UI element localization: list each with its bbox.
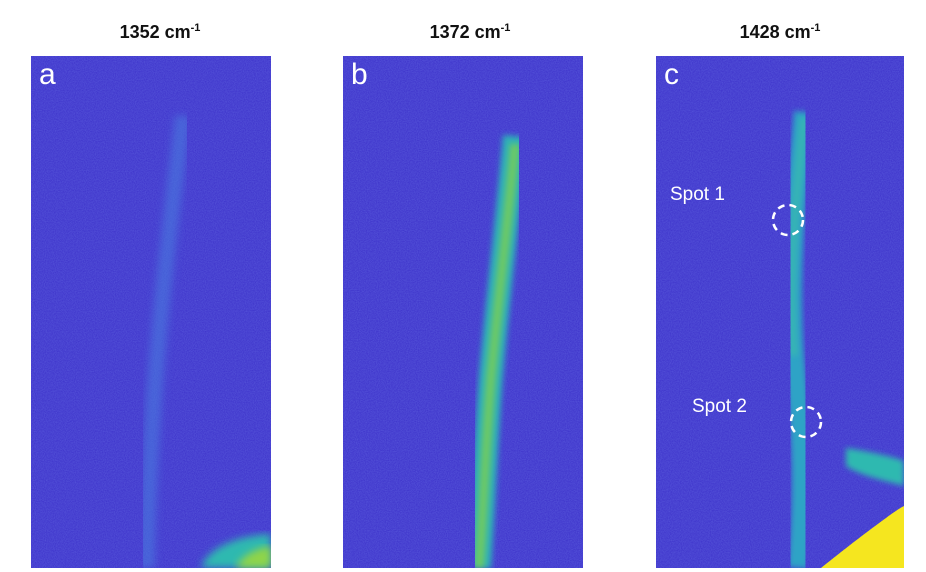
spot-2-label: Spot 2 xyxy=(692,396,747,417)
panel-b-letter: b xyxy=(351,58,368,91)
panel-b-title-superscript: -1 xyxy=(500,22,511,34)
saturated-corner xyxy=(821,506,904,568)
spot-1-circle xyxy=(771,203,805,237)
panel-a-title-superscript: -1 xyxy=(190,22,201,34)
panel-a-image: a xyxy=(31,56,271,568)
fiber-dim xyxy=(139,115,191,568)
panel-a-title-text: 1352 cm xyxy=(119,22,191,42)
panel-a-heatmap xyxy=(31,56,271,568)
panel-c-title-superscript: -1 xyxy=(810,22,821,34)
spot-2-circle xyxy=(789,405,823,439)
panel-b-image: b xyxy=(343,56,583,568)
side-glow-c xyxy=(846,448,904,486)
fiber-core xyxy=(474,143,520,568)
panel-a-letter: a xyxy=(39,58,56,91)
panel-a-title: 1352 cm-1 xyxy=(60,22,260,43)
panel-b-heatmap xyxy=(343,56,583,568)
panel-c-letter: c xyxy=(664,58,679,91)
panel-c-image: c Spot 1 Spot 2 xyxy=(656,56,904,568)
panel-c-heatmap xyxy=(656,56,904,568)
spot-1-label: Spot 1 xyxy=(670,184,725,205)
panel-c-title-text: 1428 cm xyxy=(739,22,811,42)
panel-b-title-text: 1372 cm xyxy=(429,22,501,42)
panel-c-title: 1428 cm-1 xyxy=(680,22,880,43)
panel-b-title: 1372 cm-1 xyxy=(370,22,570,43)
